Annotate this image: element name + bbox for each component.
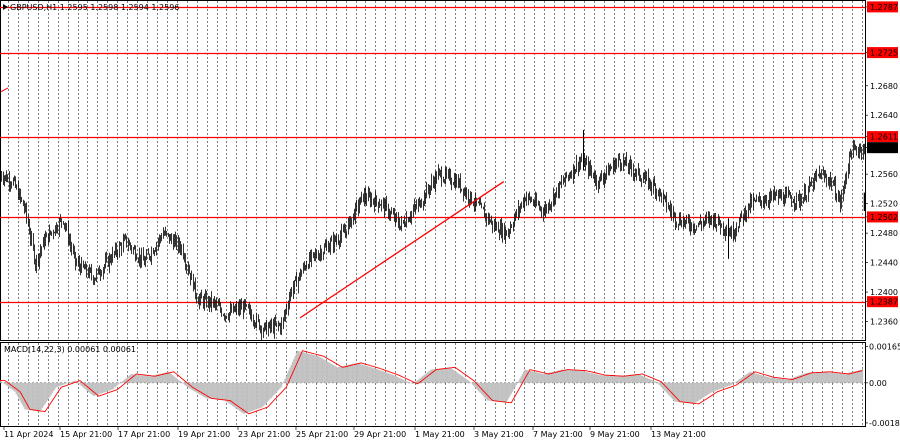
y-tick-label: 1.2560 (870, 170, 898, 179)
y-tick-label: 1.2502 (870, 213, 898, 222)
x-tick-label: 13 May 21:00 (651, 430, 706, 439)
level-badge (867, 47, 898, 59)
level-badge (867, 1, 898, 13)
price-axis: 1.2787 1.2725 1.2680 1.2640 1.2611 1.2596 1.25… (865, 1, 898, 327)
macd-title: MACD(14,22,3) 0.00061 0.00061 (4, 345, 136, 354)
horizontal-levels (0, 6, 865, 304)
x-tick-label: 1 May 21:00 (415, 430, 465, 439)
y-tick-label: 1.2400 (870, 288, 898, 297)
level-badge (867, 131, 898, 143)
macd-panel-frame (0, 342, 866, 427)
time-axis: 11 Apr 2024 15 Apr 21:00 17 Apr 21:00 19 Ap… (3, 427, 706, 439)
macd-y-tick-label: 0.00 (869, 379, 887, 388)
y-tick-label: 1.2725 (870, 49, 898, 58)
grid-lines (8, 1, 863, 426)
trendline (299, 181, 505, 319)
x-tick-label: 7 May 21:00 (533, 430, 583, 439)
x-tick-label: 19 Apr 21:00 (178, 430, 230, 439)
y-tick-label: 1.2611 (870, 133, 898, 142)
y-tick-label: 1.2520 (870, 200, 898, 209)
level-badge (867, 211, 898, 223)
symbol-arrow-icon (3, 4, 8, 10)
trendline-group (299, 181, 505, 319)
x-tick-label: 15 Apr 21:00 (60, 430, 112, 439)
x-tick-label: 29 Apr 21:00 (354, 430, 406, 439)
level-badge (867, 296, 898, 308)
y-tick-label: 1.2640 (870, 111, 898, 120)
price-candles (0, 87, 866, 341)
x-tick-label: 11 Apr 2024 (4, 430, 53, 439)
x-tick-label: 23 Apr 21:00 (238, 430, 290, 439)
symbol-header: GBPUSD,H1 1.2595 1.2598 1.2594 1.2596 (10, 3, 179, 12)
y-tick-label: 1.2440 (870, 259, 898, 268)
x-tick-label: 17 Apr 21:00 (118, 430, 170, 439)
level-tick (0, 87, 9, 93)
x-tick-label: 3 May 21:00 (474, 430, 524, 439)
price-panel-frame (0, 0, 866, 341)
y-tick-label: 1.2480 (870, 229, 898, 238)
x-tick-label: 25 Apr 21:00 (296, 430, 348, 439)
y-tick-label: 1.2387 (870, 298, 898, 307)
macd-signal-line (0, 350, 863, 415)
macd-y-tick-label: 0.00165 (869, 342, 900, 351)
x-tick-label: 9 May 21:00 (590, 430, 640, 439)
y-tick-label: 1.2596 (870, 144, 898, 153)
y-tick-label: 1.2360 (870, 318, 898, 327)
y-tick-label: 1.2680 (870, 82, 898, 91)
current-price-badge (867, 142, 898, 154)
y-tick-label: 1.2787 (870, 3, 898, 12)
